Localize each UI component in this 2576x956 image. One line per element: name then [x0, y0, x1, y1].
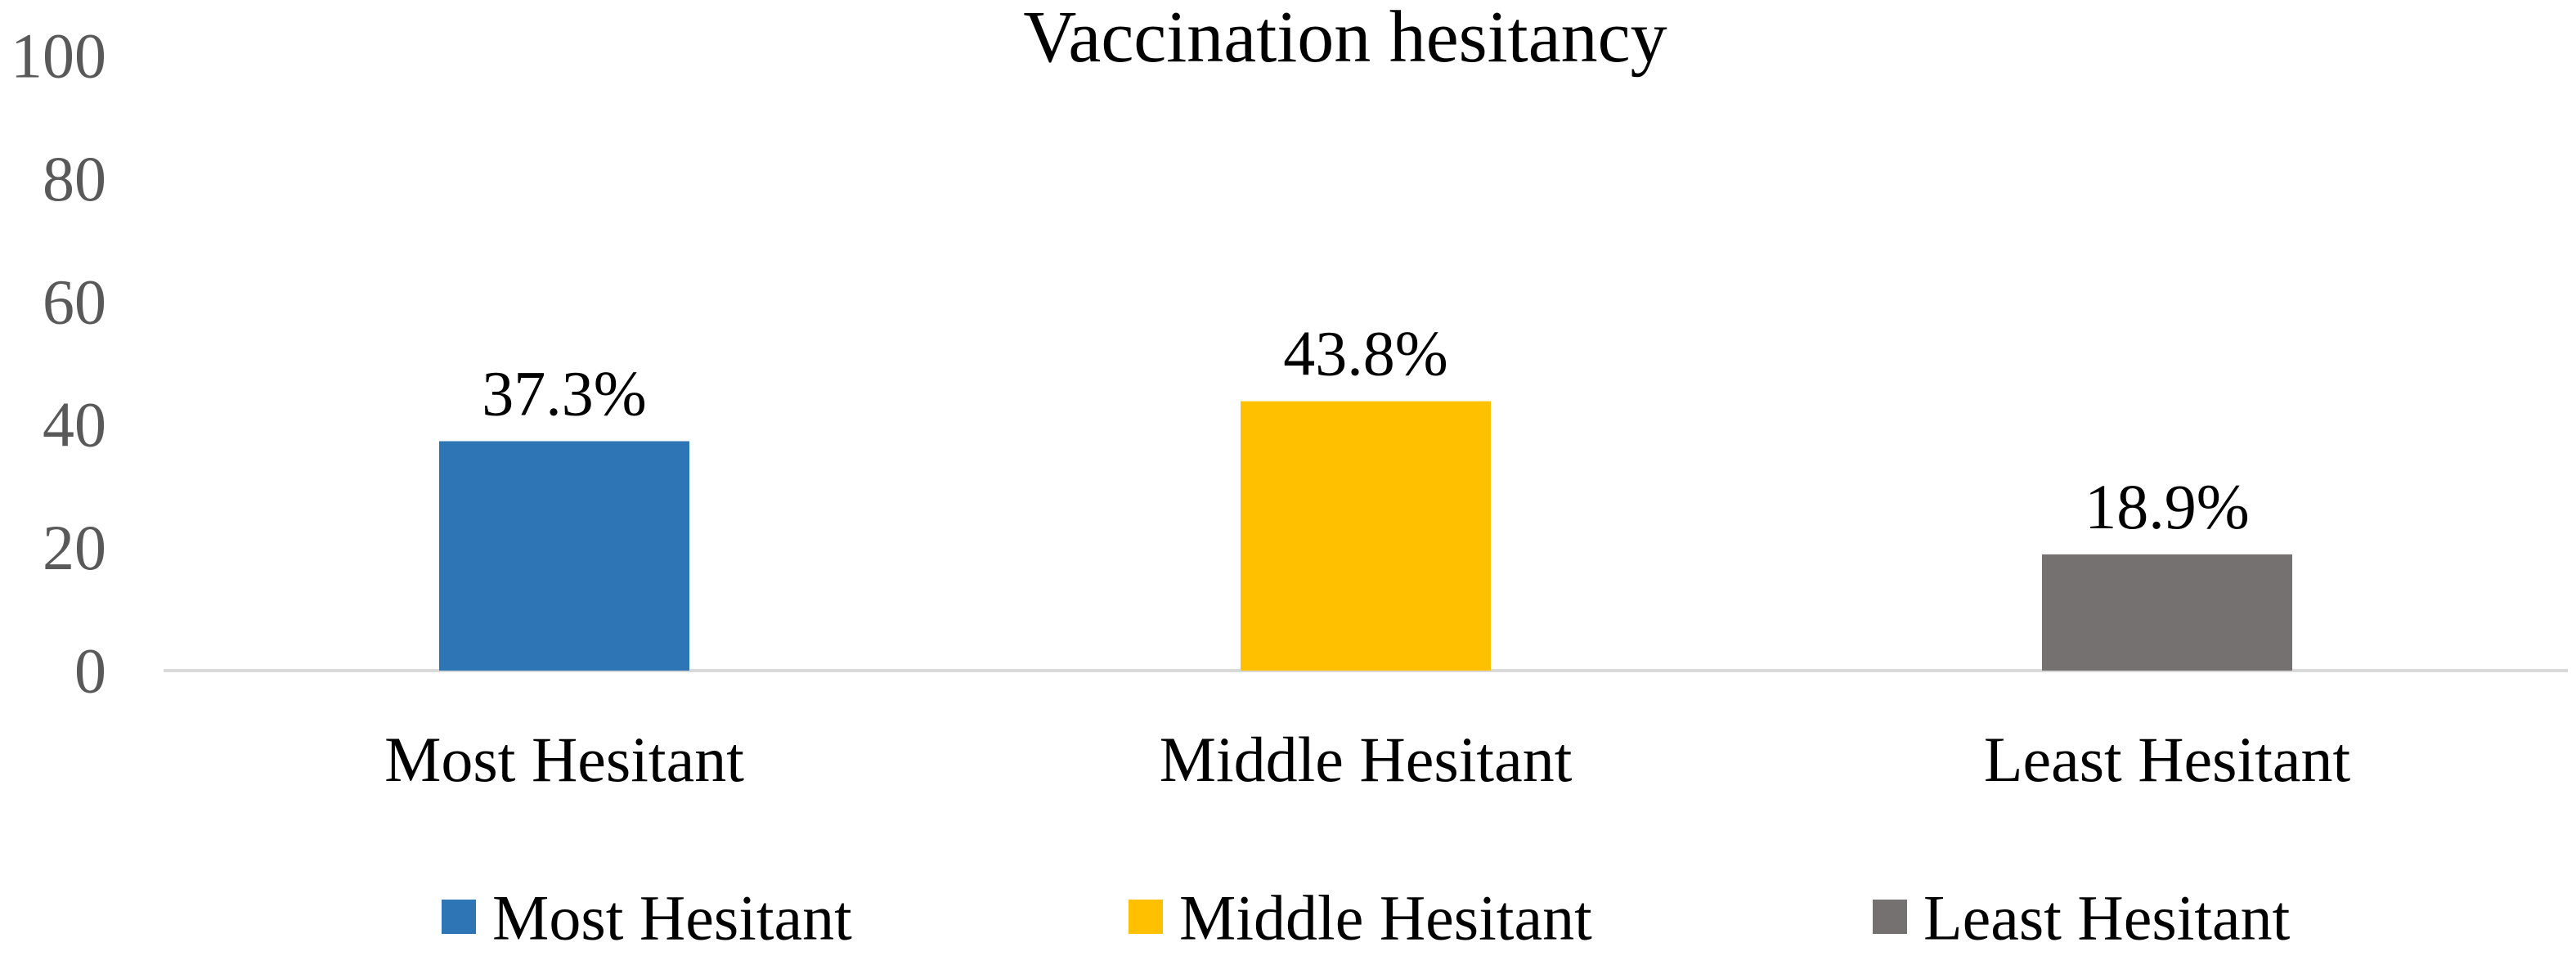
- y-tick-label: 60: [43, 266, 106, 337]
- y-tick-label: 100: [11, 20, 106, 92]
- y-tick-label: 20: [43, 512, 106, 583]
- x-axis-labels: Most Hesitant Middle Hesitant Least Hesita…: [384, 724, 2350, 795]
- x-category-label: Most Hesitant: [384, 724, 744, 795]
- legend-swatch: [442, 900, 476, 934]
- y-tick-label: 0: [74, 635, 106, 707]
- legend-swatch: [1873, 900, 1907, 934]
- legend-label: Least Hesitant: [1923, 882, 2291, 954]
- data-label: 43.8%: [1283, 318, 1447, 389]
- legend-swatch: [1129, 900, 1163, 934]
- data-labels: 37.3% 43.8% 18.9%: [482, 318, 2249, 542]
- bar-most-hesitant: [439, 441, 689, 671]
- legend-label: Middle Hesitant: [1179, 882, 1592, 954]
- data-label: 37.3%: [482, 358, 646, 429]
- bar-least-hesitant: [2042, 554, 2292, 671]
- legend: Most Hesitant Middle Hesitant Least Hesita…: [442, 882, 2291, 954]
- bar-middle-hesitant: [1241, 401, 1491, 671]
- bars: [439, 401, 2292, 671]
- y-tick-label: 40: [43, 389, 106, 460]
- chart-title: Vaccination hesitancy: [1023, 0, 1667, 78]
- x-category-label: Middle Hesitant: [1160, 724, 1573, 795]
- y-axis-ticks: 0 20 40 60 80 100: [11, 20, 106, 707]
- legend-label: Most Hesitant: [492, 882, 852, 954]
- x-category-label: Least Hesitant: [1984, 724, 2351, 795]
- y-tick-label: 80: [43, 143, 106, 214]
- data-label: 18.9%: [2085, 471, 2249, 542]
